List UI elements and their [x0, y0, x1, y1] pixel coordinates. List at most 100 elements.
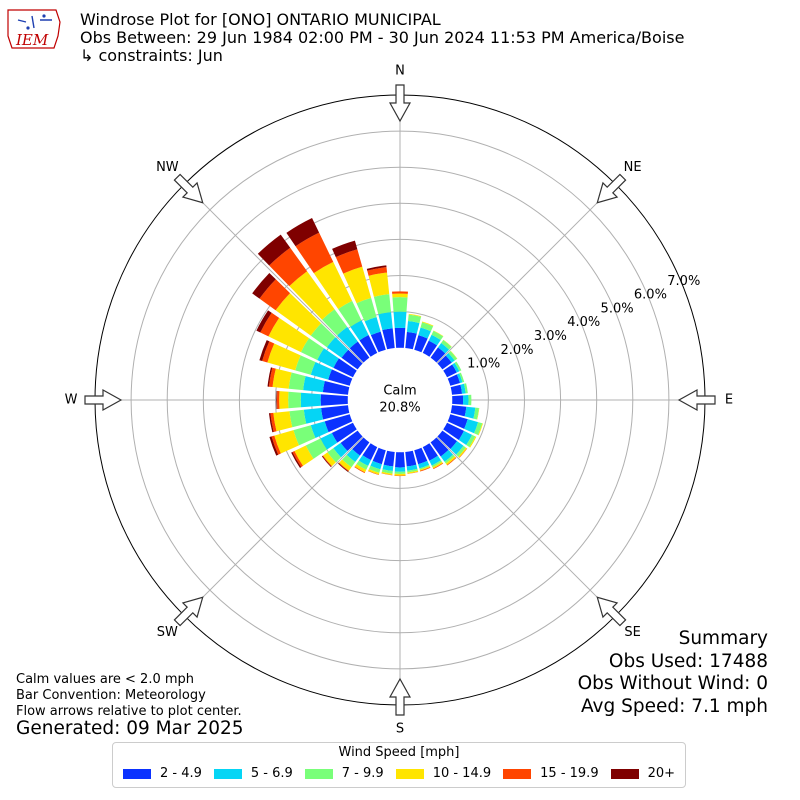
grid-spoke [183, 436, 364, 617]
windrose-bar [358, 455, 371, 466]
windrose-bar [443, 364, 457, 378]
radial-tick-label: 3.0% [534, 329, 567, 344]
legend-swatch [304, 768, 333, 779]
grid-spoke [183, 183, 364, 364]
windrose-bar [469, 436, 477, 448]
windrose-bar [352, 437, 370, 456]
windrose-bar [317, 348, 339, 368]
windrose-bar [286, 218, 320, 247]
windrose-bar [394, 473, 406, 476]
windrose-bar [382, 464, 394, 472]
calm-circle [348, 348, 452, 452]
windrose-bar [303, 376, 325, 393]
windrose-bar [350, 320, 369, 341]
windrose-bar [276, 390, 280, 410]
radial-tick-label: 5.0% [601, 301, 634, 316]
windrose-bar [295, 355, 316, 375]
windrose-bar [450, 405, 467, 417]
windrose-bar [418, 327, 431, 339]
windrose-bar [257, 234, 291, 266]
windrose-bar [459, 448, 468, 458]
windrose-bar [354, 466, 365, 474]
legend-swatch [503, 768, 532, 779]
windrose-bar [332, 240, 358, 258]
windrose-bar [407, 471, 419, 474]
windrose-bar [295, 232, 334, 274]
windrose-bar [458, 447, 468, 458]
windrose-bar [354, 464, 367, 473]
windrose-bar [267, 343, 301, 371]
windrose-bar [293, 425, 316, 446]
legend: Wind Speed [mph] 2 - 4.9 5 - 6.9 7 - 9.9 10… [112, 742, 686, 788]
windrose-bar [359, 335, 378, 357]
windrose-bar [418, 460, 430, 469]
calm-value: 20.8% [379, 401, 420, 416]
windrose-bar [452, 362, 460, 373]
windrose-bar [420, 467, 431, 472]
windrose-bar [289, 409, 307, 428]
windrose-bar [320, 394, 348, 406]
legend-label: 2 - 4.9 [159, 766, 202, 781]
windrose-bar [303, 408, 324, 424]
flow-arrow-icon [388, 84, 412, 123]
windrose-bar [381, 471, 393, 476]
windrose-bar [450, 384, 463, 395]
windrose-bar [294, 445, 314, 466]
legend-entry: 20+ [610, 766, 675, 781]
windrose-bar [437, 342, 450, 354]
windrose-bar [367, 267, 388, 276]
windrose-bar [269, 247, 308, 287]
windrose-bar [443, 422, 464, 440]
flow-arrow-icon [677, 388, 716, 412]
windrose-bar [279, 391, 289, 409]
compass-label: S [396, 722, 404, 737]
windrose-bar [346, 449, 360, 463]
windrose-bar [269, 436, 279, 456]
windrose-bar [356, 460, 369, 470]
windrose-bar [422, 443, 438, 461]
windrose-bar [476, 408, 480, 420]
windrose-bar [437, 430, 458, 450]
compass-label: SW [157, 625, 178, 640]
windrose-bar [272, 368, 292, 389]
windrose-bar [473, 407, 479, 420]
windrose-bar [450, 350, 458, 359]
calm-note: Calm values are < 2.0 mph [16, 672, 195, 687]
windrose-bar [392, 291, 408, 294]
windrose-bar [422, 340, 438, 357]
windrose-bar [333, 442, 348, 458]
windrose-bar [356, 297, 377, 322]
windrose-bar [394, 327, 406, 348]
compass-label: E [725, 393, 733, 408]
windrose-bar [343, 266, 372, 304]
windrose-bar [428, 334, 441, 346]
iowa-map-icon [7, 9, 61, 49]
windrose-bar [464, 406, 476, 419]
windrose-bar [445, 352, 455, 363]
windrose-bar [270, 412, 277, 432]
windrose-bar [452, 395, 464, 405]
constraints-text: ↳ constraints: Jun [80, 46, 223, 65]
legend-title: Wind Speed [mph] [338, 745, 460, 760]
windrose-bar [364, 317, 381, 336]
windrose-bar [288, 372, 306, 391]
windrose-bar [366, 265, 387, 271]
windrose-bar [268, 367, 276, 388]
windrose-bar [338, 463, 349, 472]
windrose-bar [477, 423, 483, 436]
windrose-bar [340, 430, 363, 452]
legend-entry: 7 - 9.9 [304, 766, 384, 781]
windrose-bar [433, 462, 444, 470]
windrose-bar [405, 450, 417, 467]
windrose-bar [429, 455, 441, 466]
windrose-bar [446, 457, 457, 466]
windrose-bar [383, 450, 395, 467]
windrose-bar [382, 328, 395, 350]
legend-label: 10 - 14.9 [432, 766, 492, 781]
windrose-bar [288, 391, 302, 409]
windrose-bar [370, 331, 386, 353]
windrose-bar [259, 279, 291, 311]
windrose-bar [394, 475, 406, 477]
windrose-bar [447, 414, 468, 429]
windrose-bar [464, 419, 479, 434]
